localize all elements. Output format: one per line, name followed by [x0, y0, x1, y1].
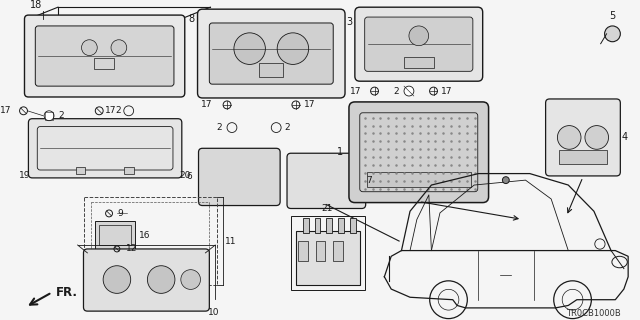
Bar — [314, 218, 321, 233]
Text: 17: 17 — [0, 106, 12, 115]
Bar — [84, 197, 217, 285]
Text: 17: 17 — [350, 87, 362, 96]
Bar — [316, 241, 325, 261]
Bar — [296, 231, 360, 285]
Circle shape — [111, 40, 127, 56]
Text: TR0CB1000B: TR0CB1000B — [566, 308, 620, 317]
FancyBboxPatch shape — [28, 119, 182, 178]
Text: 9: 9 — [117, 209, 123, 218]
Circle shape — [585, 126, 609, 149]
Text: 2: 2 — [115, 106, 121, 115]
Bar — [326, 218, 332, 233]
Circle shape — [44, 111, 54, 121]
Text: 2: 2 — [216, 123, 222, 132]
FancyBboxPatch shape — [546, 99, 620, 176]
Text: 7: 7 — [367, 176, 372, 185]
Text: 11: 11 — [225, 236, 237, 245]
Circle shape — [502, 177, 509, 184]
Bar — [94, 58, 114, 69]
Bar — [291, 216, 365, 290]
Text: 20: 20 — [180, 172, 191, 180]
FancyBboxPatch shape — [349, 102, 488, 203]
Bar — [259, 63, 283, 77]
Bar — [559, 150, 607, 164]
Circle shape — [81, 40, 97, 56]
Bar — [99, 225, 131, 245]
Bar — [76, 167, 86, 174]
FancyBboxPatch shape — [35, 26, 174, 86]
Circle shape — [147, 266, 175, 293]
FancyBboxPatch shape — [83, 249, 209, 311]
Text: 2: 2 — [58, 111, 63, 120]
Bar — [333, 241, 343, 261]
Bar — [404, 57, 433, 68]
Bar — [95, 221, 134, 249]
Text: 1: 1 — [337, 147, 343, 157]
Text: 21: 21 — [322, 204, 333, 213]
Circle shape — [557, 126, 581, 149]
Bar — [298, 241, 308, 261]
Text: 17: 17 — [201, 100, 212, 109]
Circle shape — [409, 26, 429, 46]
FancyBboxPatch shape — [198, 148, 280, 205]
FancyBboxPatch shape — [209, 23, 333, 84]
Text: FR.: FR. — [56, 286, 78, 299]
Bar — [338, 218, 344, 233]
Bar — [350, 218, 356, 233]
Bar — [124, 167, 134, 174]
FancyBboxPatch shape — [198, 9, 345, 98]
Circle shape — [605, 26, 620, 42]
Ellipse shape — [221, 164, 256, 189]
Text: 2: 2 — [284, 123, 290, 132]
Text: 19: 19 — [19, 172, 30, 180]
Text: 8: 8 — [189, 14, 195, 24]
Text: 4: 4 — [621, 132, 627, 142]
Text: 6: 6 — [187, 172, 193, 181]
Circle shape — [103, 266, 131, 293]
Circle shape — [277, 33, 308, 64]
Bar — [303, 218, 308, 233]
Text: 17: 17 — [105, 106, 116, 115]
FancyBboxPatch shape — [24, 15, 185, 97]
Text: 16: 16 — [138, 231, 150, 240]
FancyBboxPatch shape — [365, 17, 473, 71]
FancyBboxPatch shape — [287, 153, 365, 209]
Text: 10: 10 — [209, 308, 220, 316]
FancyBboxPatch shape — [355, 7, 483, 81]
Circle shape — [404, 86, 414, 96]
Circle shape — [234, 33, 266, 64]
Text: 3: 3 — [346, 17, 352, 27]
Ellipse shape — [310, 170, 342, 192]
Text: 17: 17 — [304, 100, 316, 109]
Bar — [367, 172, 471, 187]
Bar — [45, 112, 53, 120]
Bar — [92, 202, 209, 269]
Text: 18: 18 — [30, 0, 43, 10]
Text: 12: 12 — [126, 244, 137, 253]
Text: 5: 5 — [609, 11, 616, 21]
Text: 2: 2 — [394, 87, 399, 96]
Text: 17: 17 — [442, 87, 453, 96]
Circle shape — [181, 270, 200, 289]
